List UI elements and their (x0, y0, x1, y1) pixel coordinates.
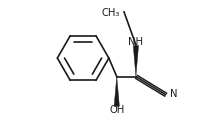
Polygon shape (133, 46, 139, 77)
Polygon shape (114, 77, 119, 106)
Text: OH: OH (109, 105, 124, 115)
Text: CH₃: CH₃ (101, 8, 119, 18)
Text: N: N (170, 89, 178, 99)
Text: NH: NH (128, 37, 143, 47)
